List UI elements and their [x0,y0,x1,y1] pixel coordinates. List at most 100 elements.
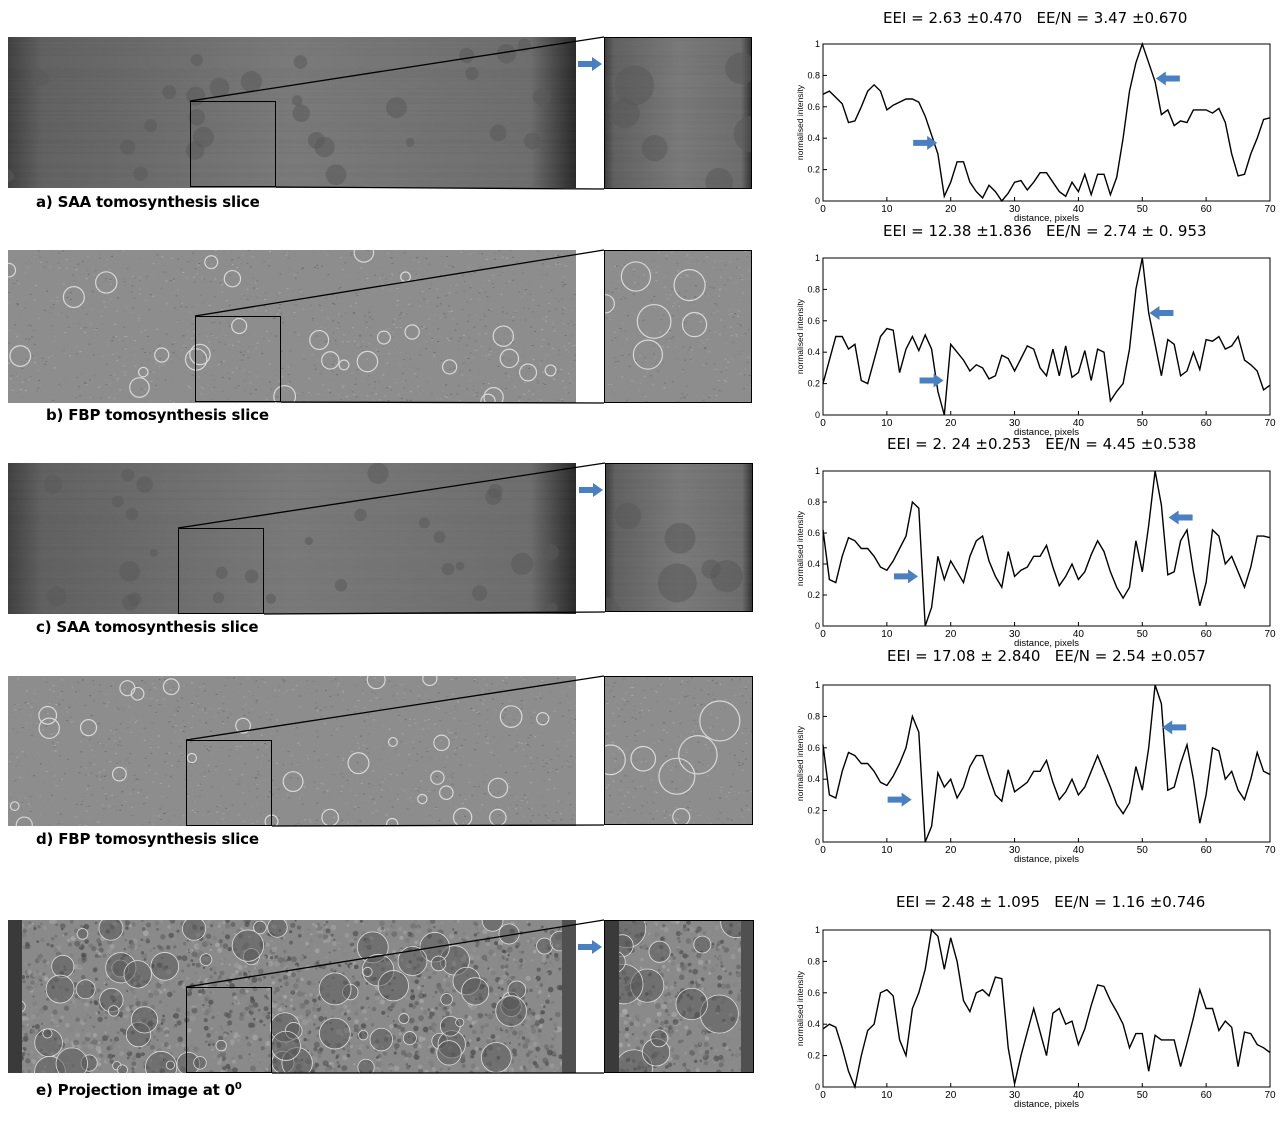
blue-arrow-icon [579,483,603,502]
x-tick-label: 70 [1264,845,1276,856]
x-tick-label: 70 [1264,418,1276,429]
y-tick-label: 0.8 [807,956,820,966]
y-axis-label: normalised intensity [795,298,805,374]
y-tick-label: 0.2 [807,590,820,600]
y-tick-label: 0.6 [807,528,820,538]
x-tick-label: 20 [945,1090,957,1101]
x-tick-label: 50 [1137,845,1149,856]
zoom-inset [604,37,752,189]
x-tick-label: 0 [820,204,826,215]
zoom-region-box [186,987,272,1073]
panel-e-image [8,920,576,1073]
x-tick-label: 10 [881,845,893,856]
panel-caption: e) Projection image at 00 [36,1081,242,1099]
blue-arrow-icon [913,136,937,150]
intensity-line [823,685,1270,842]
y-tick-label: 0.2 [807,165,820,175]
y-tick-label: 0 [815,621,820,631]
blue-arrow-icon [1149,306,1173,320]
intensity-line [823,930,1270,1087]
blue-arrow-icon [920,373,944,387]
x-tick-label: 10 [881,204,893,215]
y-tick-label: 1 [815,925,820,935]
y-tick-label: 0.4 [807,559,820,569]
blue-arrow-icon [1162,720,1186,734]
caption-superscript: 0 [235,1081,242,1092]
y-tick-label: 0.2 [807,379,820,389]
x-tick-label: 0 [820,629,826,640]
y-tick-label: 0.4 [807,1019,820,1029]
x-tick-label: 70 [1264,204,1276,215]
x-axis-label: distance, pixels [1014,1099,1079,1110]
x-tick-label: 50 [1137,204,1149,215]
y-axis-label: normalised intensity [795,510,805,586]
zoom-region-box [186,740,272,826]
plot-frame [823,930,1270,1087]
y-tick-label: 0.8 [807,497,820,507]
y-tick-label: 1 [815,253,820,263]
x-tick-label: 60 [1201,1090,1213,1101]
x-tick-label: 20 [945,845,957,856]
x-tick-label: 20 [945,418,957,429]
blue-arrow-icon [894,569,918,583]
panel-caption: a) SAA tomosynthesis slice [36,193,260,211]
y-tick-label: 0.8 [807,70,820,80]
y-tick-label: 0.2 [807,1051,820,1061]
y-tick-label: 0.2 [807,806,820,816]
y-tick-label: 0.4 [807,133,820,143]
y-tick-label: 0 [815,1082,820,1092]
y-axis-label: normalised intensity [795,84,805,160]
x-tick-label: 60 [1201,629,1213,640]
y-tick-label: 0.8 [807,711,820,721]
plot-frame [823,258,1270,415]
intensity-line [823,471,1270,626]
y-tick-label: 0 [815,837,820,847]
panel-caption-text: a) SAA tomosynthesis slice [36,193,260,211]
x-tick-label: 10 [881,1090,893,1101]
x-tick-label: 20 [945,629,957,640]
x-tick-label: 10 [881,418,893,429]
zoom-inset [604,676,753,825]
blue-arrow-icon [888,793,912,807]
panel-caption-text: d) FBP tomosynthesis slice [36,830,259,848]
panel-caption: d) FBP tomosynthesis slice [36,830,259,848]
blue-arrow-icon [1156,72,1180,86]
chart-title: EEI = 2.63 ±0.470 EE/N = 3.47 ±0.670 [883,9,1163,27]
y-tick-label: 0.4 [807,347,820,357]
zoom-inset [604,250,752,403]
y-axis-label: normalised intensity [795,725,805,801]
y-tick-label: 0.6 [807,102,820,112]
panel-a-image [8,37,576,188]
panel-c-image [8,463,576,614]
x-axis-label: distance, pixels [1014,854,1079,865]
chart-title: EEI = 2.48 ± 1.095 EE/N = 1.16 ±0.746 [896,893,1176,911]
y-tick-label: 1 [815,466,820,476]
y-tick-label: 0.8 [807,284,820,294]
x-tick-label: 50 [1137,418,1149,429]
y-tick-label: 1 [815,39,820,49]
y-tick-label: 0.6 [807,743,820,753]
zoom-inset [605,463,753,612]
x-tick-label: 60 [1201,204,1213,215]
chart-title: EEI = 12.38 ±1.836 EE/N = 2.74 ± 0. 953 [883,222,1163,240]
panel-caption-text: e) Projection image at 0 [36,1081,235,1099]
x-tick-label: 10 [881,629,893,640]
panel-caption-text: b) FBP tomosynthesis slice [46,406,269,424]
zoom-inset [604,920,754,1073]
x-tick-label: 70 [1264,629,1276,640]
y-tick-label: 0 [815,196,820,206]
panel-b-image [8,250,576,403]
blue-arrow-icon [578,940,602,959]
x-tick-label: 50 [1137,629,1149,640]
x-tick-label: 20 [945,204,957,215]
intensity-line [823,258,1270,415]
zoom-region-box [195,316,281,402]
blue-arrow-icon [1169,511,1193,525]
y-tick-label: 1 [815,680,820,690]
x-tick-label: 60 [1201,845,1213,856]
y-tick-label: 0.6 [807,316,820,326]
